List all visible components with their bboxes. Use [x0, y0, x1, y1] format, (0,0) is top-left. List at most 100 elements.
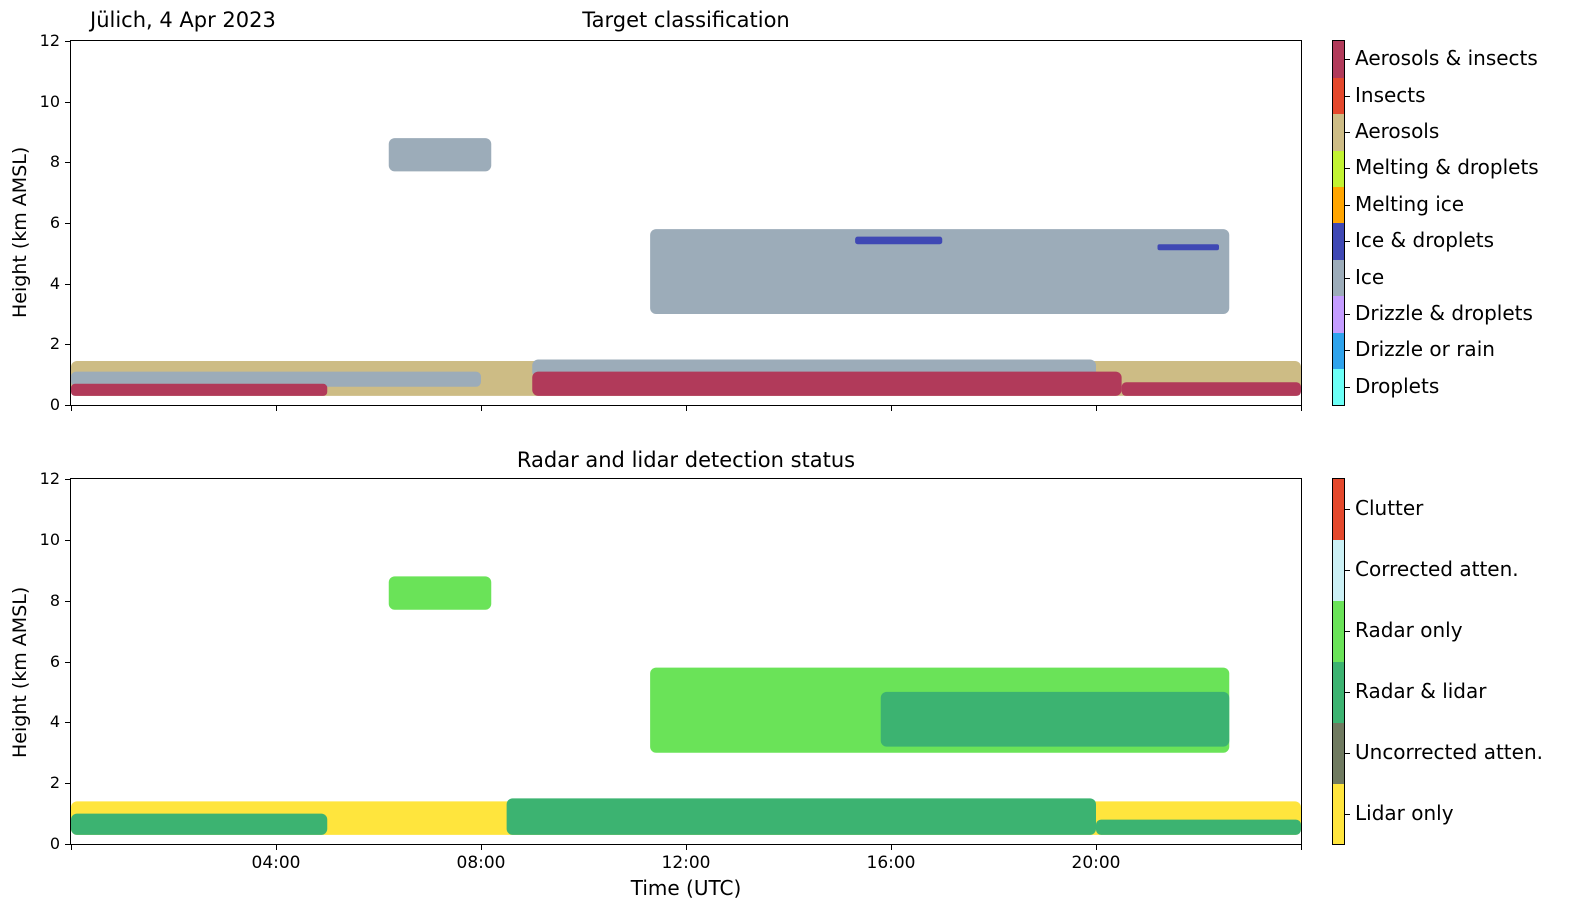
site-date-label: Jülich, 4 Apr 2023 — [90, 8, 276, 32]
colorbar-label: Aerosols — [1355, 119, 1440, 143]
y-tick-mark — [65, 539, 70, 541]
heatmap-region-ice-droplets — [1157, 244, 1219, 251]
colorbar-tick-mark — [1345, 813, 1350, 815]
y-tick-label: 12 — [39, 469, 60, 488]
colorbar-swatch — [1333, 77, 1344, 115]
x-tick-mark — [1096, 845, 1097, 850]
colorbar-swatch — [1333, 722, 1344, 784]
colorbar-top — [1332, 40, 1345, 406]
y-tick-mark — [65, 101, 70, 103]
y-tick-label: 6 — [49, 213, 60, 232]
x-tick-mark — [891, 406, 892, 411]
colorbar-tick-mark — [1345, 691, 1350, 693]
chart-title-bottom: Radar and lidar detection status — [516, 448, 856, 472]
heatmap-region-radar-lidar — [506, 798, 1096, 835]
heatmap-region-aerosols-insects — [1121, 382, 1301, 396]
y-tick-mark — [65, 661, 70, 663]
colorbar-tick-mark — [1345, 752, 1350, 754]
x-tick-label: 08:00 — [456, 853, 506, 873]
colorbar-label: Uncorrected atten. — [1355, 739, 1543, 764]
colorbar-tick-mark — [1345, 204, 1350, 206]
colorbar-tick-mark — [1345, 350, 1350, 352]
y-tick-mark — [65, 344, 70, 346]
colorbar-bottom — [1332, 478, 1345, 845]
x-tick-label: 20:00 — [1071, 853, 1121, 873]
colorbar-label: Radar only — [1355, 618, 1463, 643]
colorbar-swatch — [1333, 661, 1344, 723]
colorbar-label: Drizzle or rain — [1355, 337, 1495, 362]
colorbar-tick-mark — [1345, 314, 1350, 315]
heatmap-top — [71, 138, 1301, 396]
colorbar-tick-mark — [1345, 168, 1350, 170]
colorbar-label: Ice & droplets — [1355, 228, 1495, 253]
colorbar-swatch — [1333, 223, 1344, 260]
colorbar-tick-mark — [1345, 631, 1350, 633]
y-axis-label-bottom: Height (km AMSL) — [9, 586, 31, 758]
x-tick-mark — [686, 845, 687, 850]
colorbar-swatch — [1333, 783, 1344, 845]
heatmap-region-radar-lidar — [71, 813, 328, 835]
x-tick-mark — [276, 845, 277, 850]
heatmap-region-radar-lidar — [880, 691, 1230, 747]
heatmap-region-ice — [388, 138, 492, 172]
y-tick-mark — [65, 162, 70, 164]
colorbar-label: Droplets — [1355, 373, 1440, 398]
y-tick-label: 8 — [49, 590, 60, 610]
colorbar-tick-mark — [1345, 570, 1350, 572]
colorbar-swatch — [1333, 295, 1344, 333]
heatmap-region-ice — [71, 371, 481, 387]
x-tick-mark — [276, 406, 277, 411]
x-tick-mark — [1301, 406, 1302, 411]
colorbar-swatch — [1333, 41, 1344, 78]
y-tick-mark — [65, 283, 70, 285]
x-tick-mark — [71, 845, 72, 850]
y-tick-mark — [65, 479, 70, 480]
y-tick-label: 8 — [49, 152, 60, 172]
y-tick-label: 4 — [49, 273, 60, 293]
y-tick-label: 2 — [49, 334, 60, 354]
y-tick-label: 0 — [49, 395, 60, 414]
colorbar-swatch — [1333, 186, 1344, 224]
y-tick-mark — [65, 600, 70, 602]
colorbar-label: Melting ice — [1355, 191, 1465, 216]
x-axis-label: Time (UTC) — [630, 876, 742, 900]
colorbar-label: Corrected atten. — [1355, 557, 1519, 582]
colorbar-tick-mark — [1345, 509, 1350, 511]
colorbar-label: Ice — [1355, 264, 1385, 289]
colorbar-tick-mark — [1345, 59, 1350, 61]
y-tick-label: 6 — [49, 651, 60, 671]
colorbar-tick-mark — [1345, 95, 1350, 97]
x-tick-label: 16:00 — [866, 853, 916, 873]
colorbar-label: Radar & lidar — [1355, 678, 1487, 703]
x-tick-mark — [481, 845, 482, 850]
y-tick-mark — [65, 41, 70, 42]
plot-area-top — [70, 40, 1302, 406]
colorbar-swatch — [1333, 479, 1344, 541]
colorbar-tick-mark — [1345, 241, 1350, 243]
colorbar-tick-mark — [1345, 386, 1350, 388]
colorbar-swatch — [1333, 332, 1344, 370]
y-tick-label: 0 — [49, 834, 60, 853]
x-tick-mark — [891, 845, 892, 850]
chart-title-top: Target classification — [582, 8, 790, 32]
x-tick-mark — [1096, 406, 1097, 411]
y-tick-mark — [65, 722, 70, 724]
y-tick-label: 2 — [49, 773, 60, 793]
heatmap-region-ice — [650, 229, 1230, 314]
colorbar-swatch — [1333, 259, 1344, 297]
heatmap-region-aerosols-insects — [71, 383, 328, 396]
heatmap-region-aerosols-insects — [532, 371, 1122, 396]
colorbar-label: Aerosols & insects — [1355, 46, 1538, 71]
y-tick-mark — [65, 783, 70, 785]
colorbar-swatch — [1333, 600, 1344, 662]
heatmap-bottom — [71, 576, 1301, 835]
y-tick-label: 12 — [39, 31, 60, 50]
heatmap-region-ice-droplets — [855, 236, 943, 245]
colorbar-tick-mark — [1345, 132, 1350, 133]
colorbar-swatch — [1333, 368, 1344, 406]
heatmap-region-radar-lidar — [1096, 819, 1301, 835]
heatmap-region-radar-only — [388, 576, 492, 610]
colorbar-label: Lidar only — [1355, 800, 1454, 825]
x-tick-mark — [686, 406, 687, 411]
x-tick-label: 04:00 — [251, 853, 301, 873]
